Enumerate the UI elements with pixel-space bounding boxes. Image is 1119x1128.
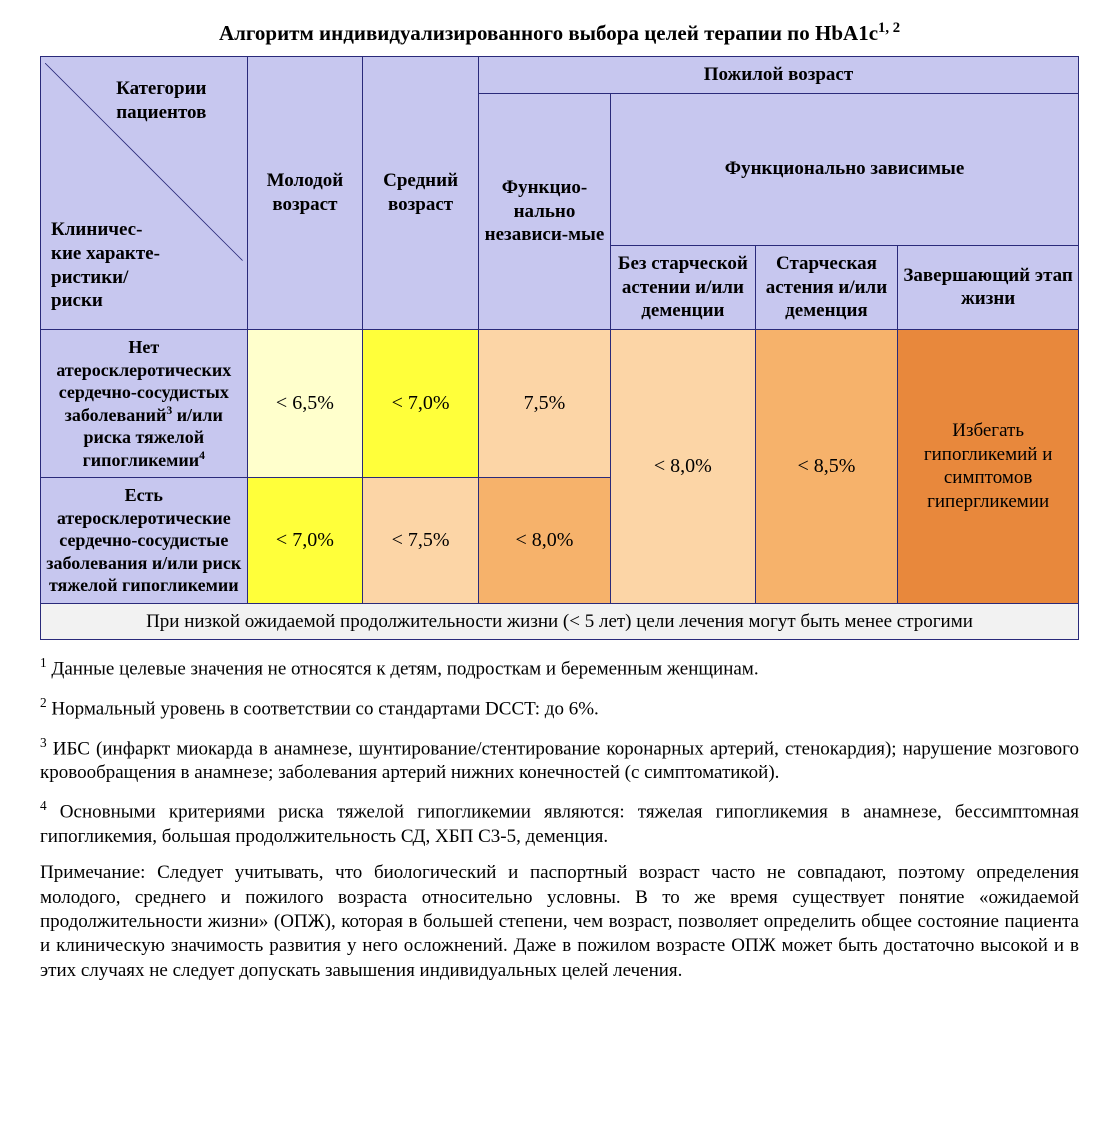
page-title: Алгоритм индивидуализированного выбора ц… [40, 20, 1079, 46]
table-row: Нет атеросклеротических сердечно-сосудис… [41, 330, 1079, 478]
footnote-sup: 2 [40, 695, 47, 710]
footnote-2: 2 Нормальный уровень в соответствии со с… [40, 694, 1079, 722]
header-func-dep: Функционально зависимые [611, 93, 1079, 245]
header-eol: Завершающий этап жизни [898, 245, 1079, 329]
row-label-sup: 4 [199, 449, 205, 462]
footnote-note: Примечание: Следует учитывать, что биоло… [40, 861, 1079, 983]
cell-frailty: < 8,5% [755, 330, 898, 604]
cell-r2-indep: < 8,0% [478, 478, 610, 604]
footnote-text: ИБС (инфаркт миокарда в анамнезе, шунтир… [40, 738, 1079, 783]
header-elderly: Пожилой возраст [478, 57, 1078, 94]
header-young: Молодой возраст [247, 57, 363, 330]
title-sup: 1, 2 [878, 20, 900, 36]
cell-no-frailty: < 8,0% [611, 330, 756, 604]
table-footer-row: При низкой ожидаемой продолжительности ж… [41, 603, 1079, 640]
footer-cell: При низкой ожидаемой продолжительности ж… [41, 603, 1079, 640]
footnote-text: Данные целевые значения не относятся к д… [47, 659, 759, 680]
footnote-4: 4 Основными критериями риска тяжелой гип… [40, 797, 1079, 849]
footnote-3: 3 ИБС (инфаркт миокарда в анамнезе, шунт… [40, 734, 1079, 786]
header-categories: Категории пациентов [90, 77, 233, 125]
header-clinical: Клиничес-кие характе-ристики/ риски [51, 218, 183, 313]
header-no-frailty: Без старческой астении и/или деменции [611, 245, 756, 329]
footnote-sup: 3 [40, 735, 47, 750]
header-frailty: Старческая астения и/или деменция [755, 245, 898, 329]
footnote-sup: 4 [40, 798, 47, 813]
cell-r1-young: < 6,5% [247, 330, 363, 478]
footnote-text: Нормальный уровень в соответствии со ста… [47, 698, 599, 719]
header-func-indep: Функцио-нально независи-мые [478, 93, 610, 329]
footnotes: 1 Данные целевые значения не относятся к… [40, 654, 1079, 983]
footnote-1: 1 Данные целевые значения не относятся к… [40, 654, 1079, 682]
title-text: Алгоритм индивидуализированного выбора ц… [219, 21, 878, 45]
cell-r2-young: < 7,0% [247, 478, 363, 604]
footnote-sup: 1 [40, 655, 47, 670]
cell-r1-middle: < 7,0% [363, 330, 479, 478]
cell-eol: Избегать гипогликемий и симптомов гиперг… [898, 330, 1079, 604]
hba1c-table: Категории пациентов Клиничес-кие характе… [40, 56, 1079, 640]
cell-r1-indep: 7,5% [478, 330, 610, 478]
row-label-no-cvd: Нет атеросклеротических сердечно-сосудис… [41, 330, 248, 478]
footnote-text: Основными критериями риска тяжелой гипог… [40, 802, 1079, 847]
header-middle: Средний возраст [363, 57, 479, 330]
row-label-has-cvd: Есть атеросклеротические сердечно-сосуди… [41, 478, 248, 604]
cell-r2-middle: < 7,5% [363, 478, 479, 604]
header-diagonal: Категории пациентов Клиничес-кие характе… [41, 57, 248, 330]
